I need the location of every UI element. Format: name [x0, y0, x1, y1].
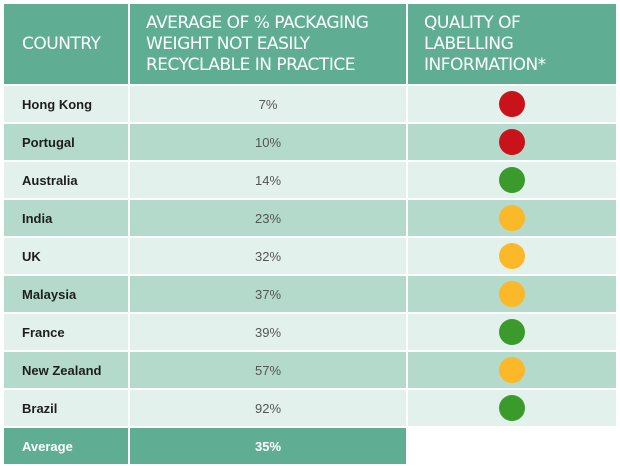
country-cell: New Zealand [4, 352, 128, 388]
country-cell: France [4, 314, 128, 350]
average-value: 35% [130, 428, 406, 464]
header-packaging-weight: AVERAGE OF % PACKAGING WEIGHT NOT EASILY… [130, 4, 406, 84]
rating-amber-dot-icon [499, 243, 525, 269]
percent-cell: 7% [130, 86, 406, 122]
recyclability-table: COUNTRY AVERAGE OF % PACKAGING WEIGHT NO… [4, 4, 616, 466]
empty-cell [408, 428, 616, 464]
rating-green-dot-icon [499, 395, 525, 421]
rating-green-dot-icon [499, 167, 525, 193]
rating-cell [408, 276, 616, 312]
country-cell: UK [4, 238, 128, 274]
percent-cell: 23% [130, 200, 406, 236]
country-cell: Malaysia [4, 276, 128, 312]
country-cell: Hong Kong [4, 86, 128, 122]
table-row: India 23% [4, 200, 616, 236]
rating-amber-dot-icon [499, 357, 525, 383]
country-cell: Australia [4, 162, 128, 198]
table-row: France 39% [4, 314, 616, 350]
percent-cell: 32% [130, 238, 406, 274]
percent-cell: 92% [130, 390, 406, 426]
rating-red-dot-icon [499, 91, 525, 117]
rating-cell [408, 124, 616, 160]
percent-cell: 57% [130, 352, 406, 388]
average-label: Average [4, 428, 128, 464]
rating-cell [408, 162, 616, 198]
table-header-row: COUNTRY AVERAGE OF % PACKAGING WEIGHT NO… [4, 4, 616, 84]
rating-cell [408, 390, 616, 426]
rating-green-dot-icon [499, 319, 525, 345]
table-row: New Zealand 57% [4, 352, 616, 388]
rating-amber-dot-icon [499, 205, 525, 231]
country-cell: India [4, 200, 128, 236]
percent-cell: 14% [130, 162, 406, 198]
header-labelling-quality: QUALITY OF LABELLING INFORMATION* [408, 4, 616, 84]
country-cell: Portugal [4, 124, 128, 160]
table-row: Malaysia 37% [4, 276, 616, 312]
percent-cell: 10% [130, 124, 406, 160]
rating-cell [408, 86, 616, 122]
rating-cell [408, 200, 616, 236]
percent-cell: 37% [130, 276, 406, 312]
table-row: Australia 14% [4, 162, 616, 198]
rating-red-dot-icon [499, 129, 525, 155]
rating-cell [408, 352, 616, 388]
table-row: Brazil 92% [4, 390, 616, 426]
table-row: Portugal 10% [4, 124, 616, 160]
table-footer-row: Average 35% [4, 428, 616, 464]
table-row: Hong Kong 7% [4, 86, 616, 122]
rating-cell [408, 238, 616, 274]
header-country: COUNTRY [4, 4, 128, 84]
rating-amber-dot-icon [499, 281, 525, 307]
country-cell: Brazil [4, 390, 128, 426]
rating-cell [408, 314, 616, 350]
percent-cell: 39% [130, 314, 406, 350]
table-row: UK 32% [4, 238, 616, 274]
